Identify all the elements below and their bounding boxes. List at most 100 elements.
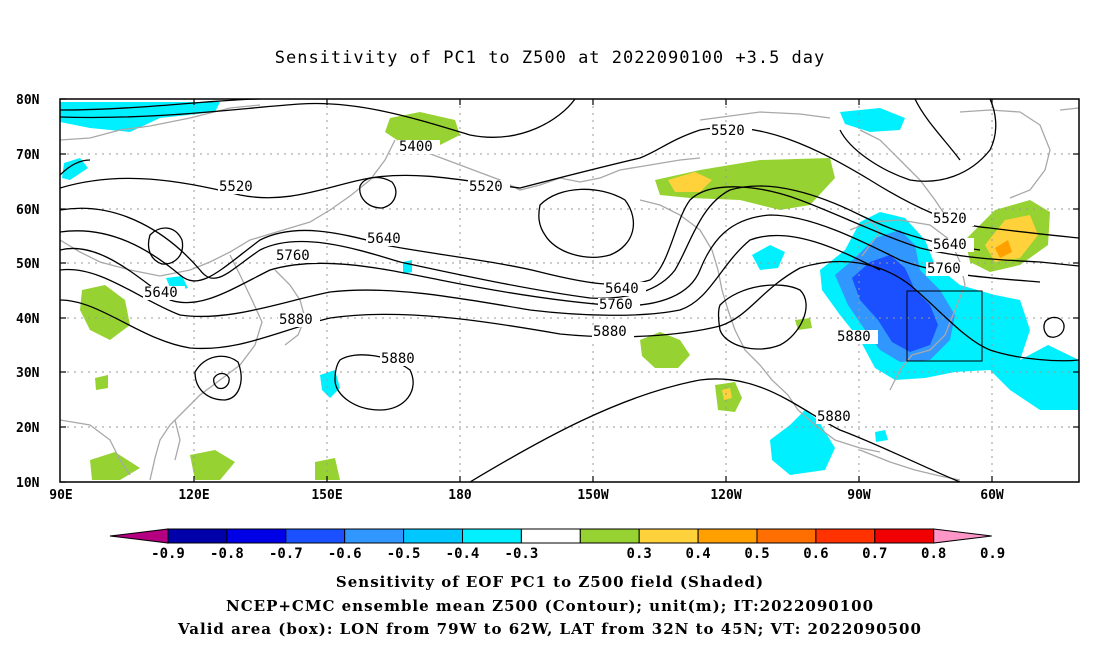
contour-5520-cell — [147, 227, 184, 265]
contour-labels: 5400 5520 5520 5520 5520 5640 5640 5640 … — [143, 123, 974, 425]
contour-5880-south — [469, 378, 961, 482]
contour-label: 5640 — [366, 231, 408, 247]
contour-5760-main — [60, 214, 1041, 307]
lon-label: 120W — [710, 488, 741, 503]
colorbar-label: -0.8 — [210, 546, 244, 562]
contour-5400-arc — [60, 99, 576, 138]
z500-contours — [60, 99, 1079, 482]
contour-label: 5760 — [598, 297, 640, 313]
svg-text:5760: 5760 — [927, 261, 961, 277]
shade-blue-eastna — [852, 255, 938, 352]
svg-text:5760: 5760 — [599, 297, 633, 313]
contour-label: 5880 — [592, 324, 634, 340]
colorbar: -0.9 -0.8 -0.7 -0.6 -0.5 -0.4 -0.3 0.3 0.4 0.5 0.6… — [109, 528, 1005, 562]
colorbar-label: 0.7 — [862, 546, 887, 562]
colorbar-cell — [874, 528, 935, 544]
map-title: Sensitivity of PC1 to Z500 at 2022090100… — [274, 48, 826, 68]
contour-5880-cell-small — [212, 372, 230, 390]
lat-label: 50N — [16, 257, 40, 272]
contour-label: 5640 — [604, 281, 646, 297]
colorbar-label: 0.8 — [921, 546, 946, 562]
colorbar-cell — [403, 528, 464, 544]
lon-labels: 90E 120E 150E 180 150W 120W 90W 60W — [49, 488, 1004, 503]
shade-yellow-alaska — [668, 172, 712, 192]
svg-text:5880: 5880 — [817, 409, 851, 425]
svg-text:5520: 5520 — [219, 179, 253, 195]
lon-label: 60W — [980, 488, 1004, 503]
contour-5520-cell3 — [538, 188, 634, 258]
shade-cyan-central — [320, 370, 340, 398]
contour-5880-main — [60, 260, 1079, 362]
shade-green-eastpac — [640, 332, 690, 368]
colorbar-cell — [756, 528, 817, 544]
colorbar-label: 0.4 — [685, 546, 710, 562]
caption-line-1: Sensitivity of EOF PC1 to Z500 field (Sh… — [335, 573, 765, 591]
colorbar-label: -0.5 — [387, 546, 421, 562]
colorbar-labels: -0.9 -0.8 -0.7 -0.6 -0.5 -0.4 -0.3 0.3 0.4 0.5 0.6… — [151, 546, 1005, 562]
colorbar-label: 0.3 — [627, 546, 652, 562]
shade-cyan-greenland — [840, 108, 905, 132]
shade-cyan-gulf — [770, 410, 835, 475]
lat-label: 40N — [16, 312, 40, 327]
svg-text:5880: 5880 — [279, 312, 313, 328]
contour-5520-main — [60, 126, 1079, 239]
colorbar-cell — [462, 528, 522, 544]
colorbar-left-triangle — [109, 528, 169, 544]
contour-label: 5520 — [218, 179, 260, 195]
contour-5520-nw — [60, 159, 91, 176]
lat-label: 10N — [16, 476, 40, 491]
colorbar-cell — [285, 528, 346, 544]
shade-cyan-s6 — [875, 430, 888, 442]
colorbar-cell — [815, 528, 876, 544]
colorbar-cell — [697, 528, 758, 544]
contour-label: 5520 — [932, 211, 974, 227]
colorbar-cells — [109, 528, 992, 544]
contour-5760-2 — [60, 234, 881, 318]
colorbar-label: 0.6 — [803, 546, 828, 562]
lon-label: 150E — [311, 488, 342, 503]
svg-text:5640: 5640 — [933, 237, 967, 253]
shade-cyan-spot2 — [403, 260, 412, 274]
contour-label: 5880 — [380, 351, 422, 367]
lat-label: 20N — [16, 421, 40, 436]
shade-cyan-west — [62, 158, 88, 180]
contour-label: 5520 — [468, 179, 510, 195]
colorbar-cell — [226, 528, 287, 544]
svg-text:5400: 5400 — [399, 139, 433, 155]
contour-5640-2 — [60, 185, 981, 299]
colorbar-label: 0.5 — [744, 546, 769, 562]
colorbar-label: -0.3 — [505, 546, 539, 562]
colorbar-cell — [638, 528, 699, 544]
lat-labels: 80N 70N 60N 50N 40N 30N 20N 10N — [16, 93, 40, 491]
contour-label: 5520 — [710, 123, 752, 139]
colorbar-right-triangle — [933, 528, 992, 544]
lat-label: 30N — [16, 366, 40, 381]
colorbar-cell — [344, 528, 405, 544]
shade-green-s4 — [95, 375, 108, 390]
colorbar-label: -0.4 — [446, 546, 480, 562]
shade-green-s3 — [315, 458, 340, 480]
contour-label: 5400 — [398, 139, 440, 155]
shade-green-s1 — [90, 452, 140, 480]
lon-label: 90W — [847, 488, 871, 503]
colorbar-label: 0.9 — [980, 546, 1005, 562]
contour-5880-cell-sw — [194, 355, 242, 401]
svg-text:5520: 5520 — [469, 179, 503, 195]
lon-label: 120E — [178, 488, 209, 503]
contour-label: 5880 — [836, 329, 878, 345]
shade-yellow-mexico — [722, 388, 732, 400]
axis-ticks — [60, 98, 1079, 483]
svg-text:5520: 5520 — [711, 123, 745, 139]
colorbar-cell — [167, 528, 228, 544]
contour-5880-ring — [1043, 316, 1065, 338]
contour-5520-low — [839, 99, 997, 182]
lat-label: 60N — [16, 203, 40, 218]
shade-cyan-pac — [752, 245, 785, 270]
lat-label: 80N — [16, 93, 40, 108]
sensitivity-shading — [60, 102, 1079, 480]
colorbar-label: -0.6 — [328, 546, 362, 562]
map-plot-area — [60, 99, 1079, 482]
svg-text:5520: 5520 — [933, 211, 967, 227]
caption-line-2: NCEP+CMC ensemble mean Z500 (Contour); u… — [226, 597, 874, 615]
